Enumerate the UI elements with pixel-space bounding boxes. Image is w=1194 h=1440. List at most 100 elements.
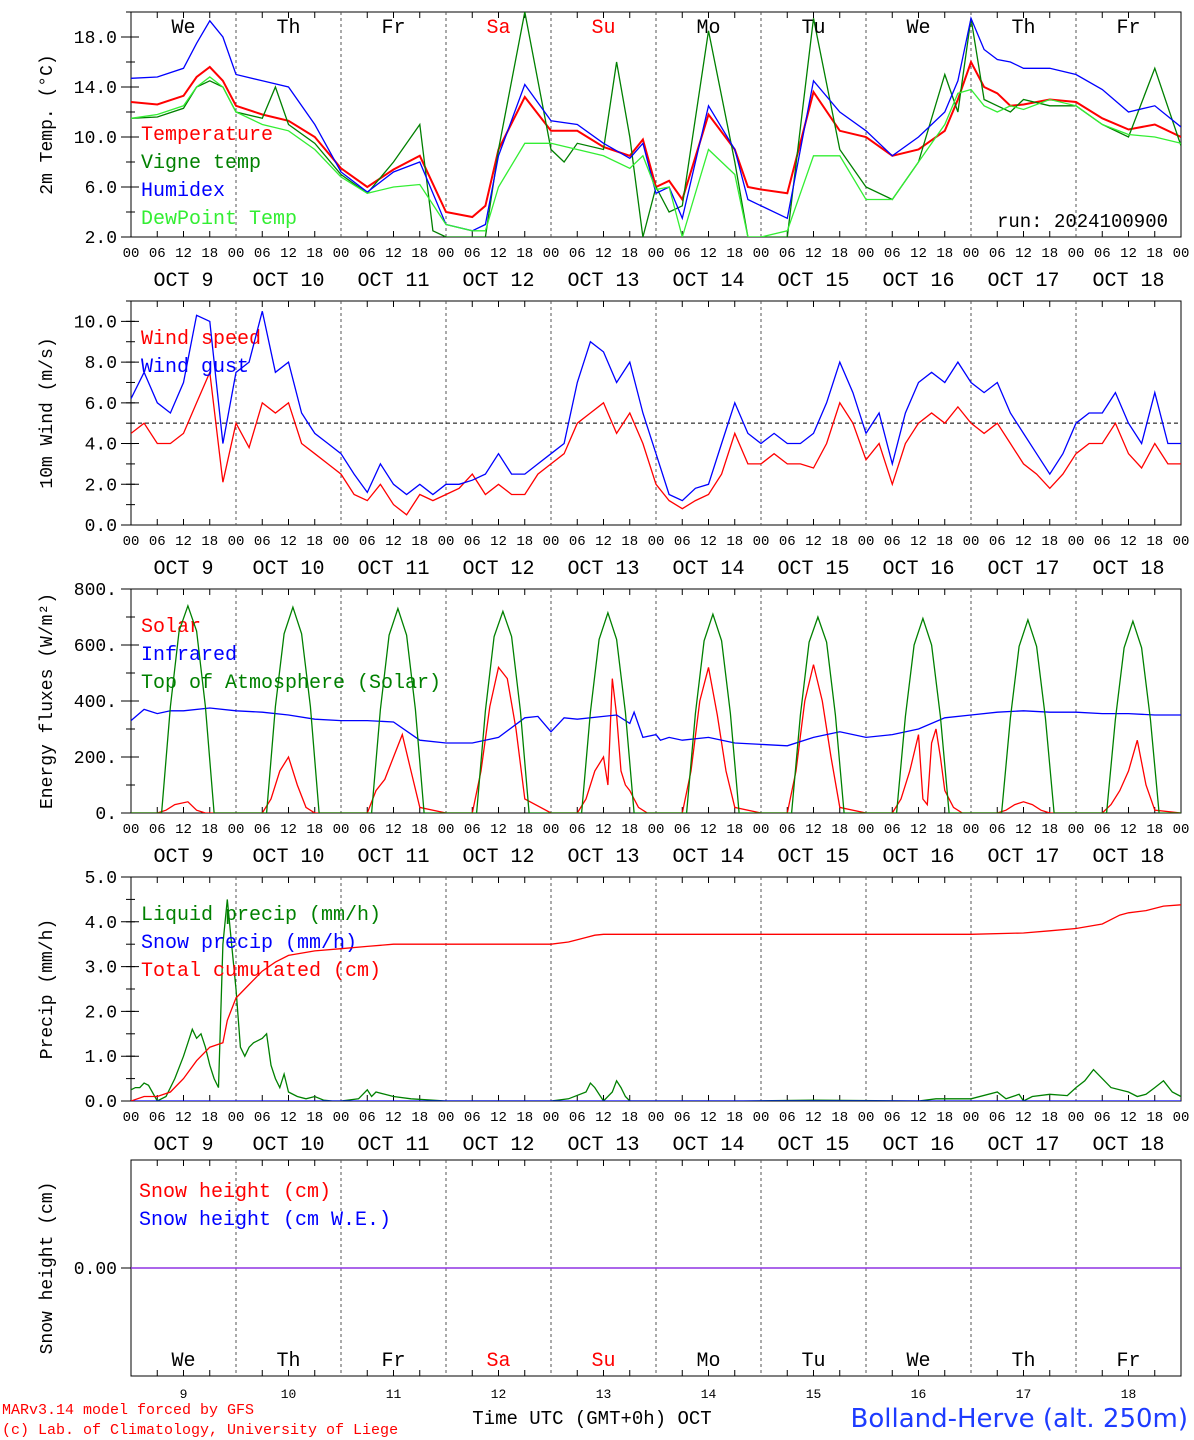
- hour-label: 12: [1015, 1110, 1032, 1126]
- hour-label: 00: [1173, 1110, 1190, 1126]
- hour-label: 06: [359, 246, 376, 262]
- hour-label: 18: [1146, 822, 1163, 838]
- date-label: OCT 14: [672, 846, 744, 869]
- y-tick-label: 600.: [74, 637, 117, 657]
- hour-label: 18: [201, 1110, 218, 1126]
- hour-label: 06: [464, 1110, 481, 1126]
- hour-label: 18: [1146, 1110, 1163, 1126]
- y-tick-label: 800.: [74, 581, 117, 601]
- hour-label: 06: [1094, 1110, 1111, 1126]
- hour-label: 18: [1041, 1110, 1058, 1126]
- hour-label: 00: [753, 246, 770, 262]
- hour-label: 12: [805, 822, 822, 838]
- day-number: 10: [281, 1387, 297, 1402]
- legend-entry: Liquid precip (mm/h): [141, 904, 381, 927]
- hour-label: 00: [228, 246, 245, 262]
- hour-label: 18: [831, 246, 848, 262]
- hour-label: 00: [753, 822, 770, 838]
- hour-label: 12: [490, 822, 507, 838]
- panel-1: 2.0 6.0 10.0 14.0 18.0 2m Temp. (°C) Temperatu…: [38, 11, 1190, 293]
- date-label: OCT 13: [567, 1134, 639, 1157]
- date-label: OCT 9: [153, 558, 213, 581]
- y-tick-label: 400.: [74, 693, 117, 713]
- date-label: OCT 9: [153, 270, 213, 293]
- day-number: 16: [911, 1387, 927, 1402]
- hour-label: 18: [621, 534, 638, 550]
- hour-label: 12: [1015, 822, 1032, 838]
- day-name: Mo: [696, 17, 720, 40]
- date-label: OCT 17: [987, 846, 1059, 869]
- hour-label: 18: [726, 822, 743, 838]
- hour-label: 00: [123, 1110, 140, 1126]
- y-tick-label: 18.0: [74, 29, 117, 49]
- date-label: OCT 13: [567, 846, 639, 869]
- hour-label: 06: [464, 246, 481, 262]
- y-tick-label: 4.0: [85, 914, 117, 934]
- date-label: OCT 17: [987, 270, 1059, 293]
- hour-label: 18: [411, 246, 428, 262]
- hour-label: 00: [438, 246, 455, 262]
- date-label: OCT 16: [882, 1134, 954, 1157]
- date-label: OCT 14: [672, 1134, 744, 1157]
- hour-label: 06: [989, 534, 1006, 550]
- day-name: Tu: [801, 17, 825, 40]
- panel-2: 0.0 2.0 4.0 6.0 8.0 10.0 10m Wind (m/s) Wind sp…: [38, 300, 1190, 581]
- hour-label: 18: [621, 822, 638, 838]
- hour-label: 00: [1068, 1110, 1085, 1126]
- hour-label: 18: [411, 822, 428, 838]
- y-axis-label: Energy fluxes (W/m²): [38, 593, 58, 809]
- hour-label: 12: [595, 246, 612, 262]
- y-tick-label: 1.0: [85, 1048, 117, 1068]
- day-name: Fr: [1116, 1350, 1140, 1373]
- hour-label: 00: [543, 822, 560, 838]
- hour-label: 18: [516, 246, 533, 262]
- hour-label: 12: [910, 1110, 927, 1126]
- date-label: OCT 13: [567, 558, 639, 581]
- hour-label: 00: [123, 246, 140, 262]
- hour-label: 18: [201, 246, 218, 262]
- y-tick-label: 10.0: [74, 129, 117, 149]
- day-name: We: [906, 17, 930, 40]
- hour-label: 00: [228, 822, 245, 838]
- hour-label: 18: [411, 1110, 428, 1126]
- hour-label: 00: [648, 246, 665, 262]
- date-label: OCT 18: [1092, 1134, 1164, 1157]
- date-label: OCT 10: [252, 1134, 324, 1157]
- hour-label: 18: [1146, 246, 1163, 262]
- hour-label: 18: [831, 822, 848, 838]
- day-name: Th: [1011, 17, 1035, 40]
- day-name: Fr: [381, 17, 405, 40]
- hour-label: 12: [805, 246, 822, 262]
- legend-entry: Snow height (cm W.E.): [139, 1209, 391, 1232]
- y-tick-label: 0.: [95, 805, 117, 825]
- hour-label: 00: [333, 246, 350, 262]
- hour-label: 00: [1173, 534, 1190, 550]
- day-name: Th: [276, 17, 300, 40]
- day-number: 18: [1121, 1387, 1137, 1402]
- date-label: OCT 10: [252, 270, 324, 293]
- hour-label: 12: [1015, 534, 1032, 550]
- legend-entry: Top of Atmosphere (Solar): [141, 672, 441, 695]
- hour-label: 06: [149, 246, 166, 262]
- legend-entry: Solar: [141, 616, 201, 639]
- hour-label: 06: [254, 246, 271, 262]
- series-line-2: [131, 707, 1181, 747]
- day-name: We: [906, 1350, 930, 1373]
- y-tick-label: 6.0: [85, 179, 117, 199]
- hour-label: 18: [516, 822, 533, 838]
- hour-label: 12: [175, 1110, 192, 1126]
- hour-label: 06: [779, 246, 796, 262]
- legend-entry: Temperature: [141, 124, 273, 147]
- series-line-2: [131, 311, 1181, 502]
- date-label: OCT 12: [462, 1134, 534, 1157]
- hour-label: 12: [490, 534, 507, 550]
- hour-label: 00: [333, 822, 350, 838]
- hour-label: 06: [569, 822, 586, 838]
- hour-label: 12: [280, 1110, 297, 1126]
- hour-label: 18: [1041, 534, 1058, 550]
- hour-label: 18: [516, 534, 533, 550]
- hour-label: 12: [910, 822, 927, 838]
- hour-label: 06: [569, 1110, 586, 1126]
- hour-label: 00: [1173, 246, 1190, 262]
- hour-label: 00: [543, 1110, 560, 1126]
